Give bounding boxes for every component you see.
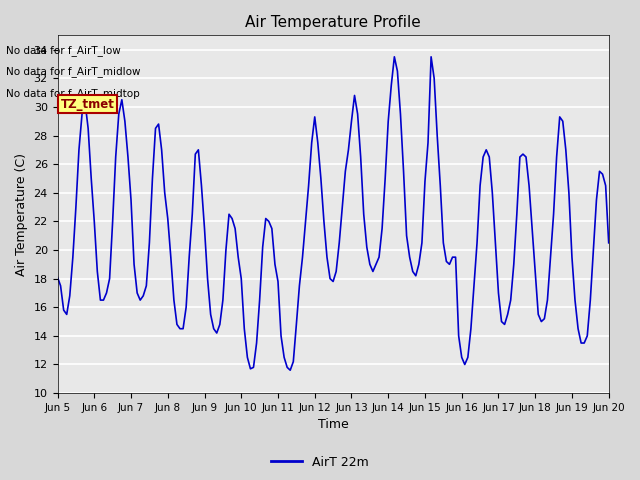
Text: No data for f_AirT_midlow: No data for f_AirT_midlow bbox=[6, 67, 141, 77]
Text: No data for f_AirT_midtop: No data for f_AirT_midtop bbox=[6, 88, 140, 99]
Text: No data for f_AirT_low: No data for f_AirT_low bbox=[6, 45, 121, 56]
Legend: AirT 22m: AirT 22m bbox=[266, 451, 374, 474]
Y-axis label: Air Temperature (C): Air Temperature (C) bbox=[15, 153, 28, 276]
X-axis label: Time: Time bbox=[317, 419, 349, 432]
Title: Air Temperature Profile: Air Temperature Profile bbox=[245, 15, 421, 30]
Text: TZ_tmet: TZ_tmet bbox=[61, 98, 115, 111]
